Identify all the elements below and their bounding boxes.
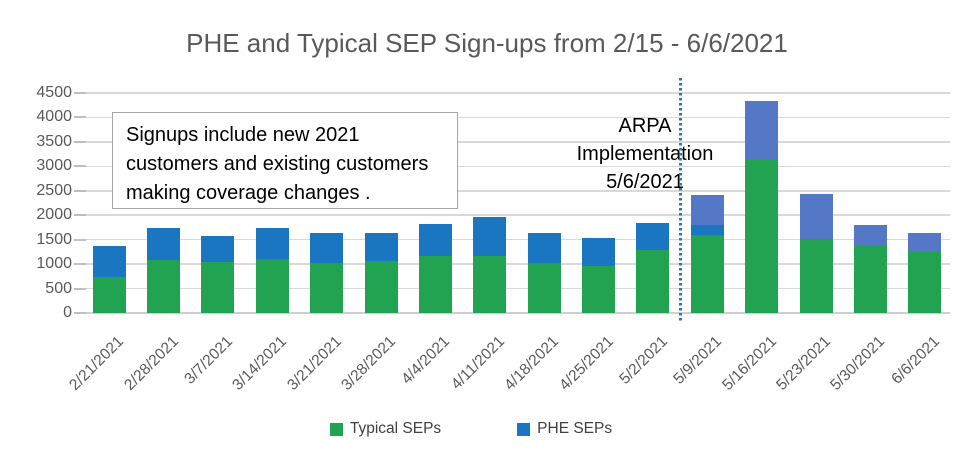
bar-segment-phe <box>310 232 344 264</box>
bar-segment-typical <box>473 255 507 313</box>
arpa-line: ARPA <box>618 115 672 137</box>
bar-segment-phe-muted <box>799 193 833 239</box>
bar-segment-typical <box>255 258 289 313</box>
bar-segment-phe <box>201 235 235 263</box>
bar-segment-typical <box>201 262 235 313</box>
legend-label-typical-seps: Typical SEPs <box>349 420 442 437</box>
y-axis-label: 1500 <box>36 230 72 248</box>
bar-segment-typical <box>527 262 561 313</box>
y-axis-label: 4500 <box>36 84 72 101</box>
y-axis-label: 1000 <box>36 255 72 273</box>
bar-segment-typical <box>636 249 670 313</box>
y-axis-tick <box>74 116 86 119</box>
gridline <box>78 92 950 94</box>
x-axis-line <box>78 312 950 314</box>
legend-item-phe-seps: PHE SEPs <box>517 420 612 438</box>
y-axis-label: 3000 <box>36 157 72 175</box>
bar-segment-typical <box>690 234 724 313</box>
y-axis-label: 0 <box>63 304 72 321</box>
gridline <box>78 116 950 119</box>
chart-title: PHE and Typical SEP Sign-ups from 2/15 -… <box>186 28 788 58</box>
y-axis-tick <box>74 92 86 94</box>
annotation-line: customers and existing customers <box>126 153 429 175</box>
bar-segment-phe <box>582 238 616 266</box>
bar-segment-typical <box>853 245 887 313</box>
arpa-line: Implementation <box>576 143 714 165</box>
bar-segment-phe-muted <box>853 225 887 246</box>
arpa-annotation: ARPA Implementation 5/6/2021 <box>545 112 745 196</box>
y-axis-tick <box>74 312 86 314</box>
bar-segment-phe <box>690 225 724 235</box>
annotation-box: Signups include new 2021 customers and e… <box>112 112 458 209</box>
annotation-line: making coverage changes . <box>126 182 371 204</box>
y-axis-label: 2500 <box>36 181 72 199</box>
bar-segment-phe <box>527 232 561 263</box>
gridline <box>78 263 950 265</box>
bar-segment-phe-muted <box>745 101 779 160</box>
bar-segment-typical <box>799 238 833 313</box>
bar-segment-typical <box>908 251 942 313</box>
legend-swatch-blue <box>517 422 531 436</box>
gridline <box>78 238 950 241</box>
gridline <box>78 141 950 143</box>
y-axis-tick <box>74 189 86 192</box>
bar-segment-typical <box>310 263 344 313</box>
bar-segment-typical <box>745 159 779 313</box>
y-axis-tick <box>74 214 86 217</box>
legend: Typical SEPs PHE SEPs <box>0 420 974 438</box>
y-axis-tick <box>74 140 86 143</box>
bar-segment-typical <box>582 265 616 313</box>
y-axis-tick <box>74 165 86 168</box>
bar-segment-phe <box>364 232 398 262</box>
y-axis-tick <box>74 263 86 266</box>
bar-segment-typical <box>364 261 398 313</box>
bar-segment-phe-muted <box>908 232 942 252</box>
legend-item-typical-seps: Typical SEPs <box>329 420 442 438</box>
gridline <box>78 287 950 290</box>
gridline <box>78 165 950 168</box>
bar-segment-typical <box>418 256 452 313</box>
legend-swatch-green <box>329 422 343 436</box>
arpa-line: 5/6/2021 <box>606 171 684 193</box>
bar-segment-phe <box>92 245 126 278</box>
bar-segment-phe-muted <box>690 195 724 226</box>
legend-label-phe-seps: PHE SEPs <box>537 420 613 437</box>
y-axis-label: 2000 <box>36 206 72 224</box>
y-axis-label: 4000 <box>36 108 72 126</box>
y-axis-tick <box>74 287 86 290</box>
arpa-vline <box>678 78 682 323</box>
y-axis-tick <box>74 238 86 241</box>
bar-segment-phe <box>636 222 670 250</box>
bar-segment-typical <box>92 277 126 313</box>
bar-segment-phe <box>147 227 181 260</box>
bar-segment-phe <box>473 216 507 256</box>
bar-segment-typical <box>147 259 181 313</box>
gridline <box>78 214 950 216</box>
gridline <box>78 190 950 192</box>
y-axis-label: 500 <box>45 279 72 297</box>
bar-segment-phe <box>255 227 289 259</box>
bar-segment-phe <box>418 224 452 257</box>
annotation-line: Signups include new 2021 <box>126 124 360 146</box>
y-axis-label: 3500 <box>36 132 72 150</box>
